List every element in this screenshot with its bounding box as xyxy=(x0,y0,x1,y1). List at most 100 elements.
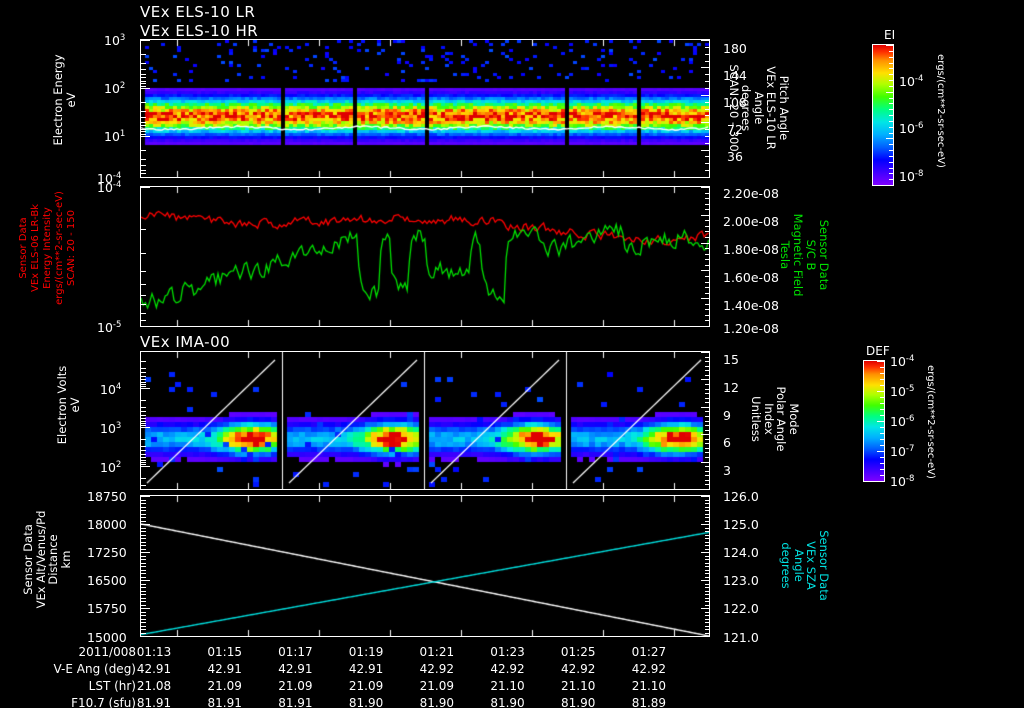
footer-ve-ang-1: 42.91 xyxy=(207,662,242,676)
panel1-ytick-1e1: 101 xyxy=(104,128,126,144)
panel4-ytick-17250: 17250 xyxy=(87,545,127,560)
panel4-rtick-123: 123.0 xyxy=(723,573,759,588)
panel4-ytick-18750: 18750 xyxy=(87,489,127,504)
panel1-rtick-144: 144 xyxy=(723,68,747,83)
panel4-rtick-121: 121.0 xyxy=(723,630,759,645)
footer-lst-7: 21.10 xyxy=(631,679,667,693)
colorbar-ei-tick-1em8: 10-8 xyxy=(899,168,924,184)
colorbar-ei-unit: ergs/(cm**2-sr-sec-eV) xyxy=(935,54,946,168)
footer-row-lst-label: LST (hr) xyxy=(88,679,136,693)
footer-ve-ang-0: 42.91 xyxy=(136,662,172,676)
colorbar-def-title: DEF xyxy=(866,344,890,358)
panel3-title: VEx IMA-00 xyxy=(140,333,231,351)
panel3-ytick-1e4: 104 xyxy=(100,381,122,397)
colorbar-def-tick-1em8: 10-8 xyxy=(890,473,915,489)
footer-lst-4: 21.09 xyxy=(419,679,454,693)
footer-ve-ang-7: 42.92 xyxy=(631,662,667,676)
footer-f107-6: 81.90 xyxy=(561,696,596,708)
panel2-rtick-200: 2.00e-08 xyxy=(723,214,779,229)
colorbar-ei-tick-1em6: 10-6 xyxy=(899,120,924,136)
footer-f107-4: 81.90 xyxy=(419,696,454,708)
panel4-ytick-15750: 15750 xyxy=(87,601,127,616)
panel1-rtick-36: 36 xyxy=(727,149,743,164)
panel1-ytick-1em4: 10-4 xyxy=(97,170,122,186)
panel4-ytick-15000: 15000 xyxy=(87,630,127,645)
footer-time-7: 01:27 xyxy=(631,645,667,659)
footer-row-date-label: 2011/008 xyxy=(78,645,137,659)
panel2-rtick-220: 2.20e-08 xyxy=(723,186,779,201)
footer-ve-ang-2: 42.91 xyxy=(278,662,313,676)
footer-f107-2: 81.91 xyxy=(278,696,313,708)
panel4-rtick-126: 126.0 xyxy=(723,489,759,504)
panel3-rtick-6: 6 xyxy=(723,435,731,450)
footer-time-0: 01:13 xyxy=(136,645,172,659)
panel3-right-axis-label: Mode Polar Angle Index Unitless xyxy=(749,386,802,452)
panel4-rtick-124: 124.0 xyxy=(723,545,759,560)
panel2-ytick-1em4: 10-4 xyxy=(97,179,122,195)
footer-time-6: 01:25 xyxy=(560,645,596,659)
footer-row-ve-ang-label: V-E Ang (deg) xyxy=(53,662,136,676)
panel1-title-line1: VEx ELS-10 LR xyxy=(140,3,256,21)
panel3-rtick-12: 12 xyxy=(723,380,739,395)
panel3-ytick-1e3: 103 xyxy=(100,420,122,436)
colorbar-def-tick-1em6: 10-6 xyxy=(890,413,915,429)
panel1-rtick-108: 108 xyxy=(723,95,747,110)
footer-lst-3: 21.09 xyxy=(348,679,384,693)
colorbar-ei-tick-1em4: 10-4 xyxy=(899,73,924,89)
panel3-rtick-15: 15 xyxy=(723,352,739,367)
footer-lst-2: 21.09 xyxy=(278,679,313,693)
panel2-rtick-140: 1.40e-08 xyxy=(723,298,779,313)
colorbar-def-tick-1em4: 10-4 xyxy=(890,353,915,369)
footer-ve-ang-5: 42.92 xyxy=(490,662,525,676)
colorbar-def-unit: ergs/(cm**2-sr-sec-eV) xyxy=(925,365,936,479)
footer-f107-1: 81.91 xyxy=(207,696,242,708)
footer-time-4: 01:21 xyxy=(419,645,455,659)
footer-lst-1: 21.09 xyxy=(207,679,242,693)
footer-f107-7: 81.89 xyxy=(631,696,667,708)
panel4-right-axis-label: Sensor Data VEx SZA Angle degrees xyxy=(779,530,832,601)
panel4-rtick-122: 122.0 xyxy=(723,601,759,616)
panel1-rtick-180: 180 xyxy=(723,41,747,56)
panel3-rtick-9: 9 xyxy=(723,408,731,423)
panel4-left-axis-label: Sensor Data VEx Alt/Venus/Pd Distance km xyxy=(21,510,73,609)
panel3-left-axis-label: Electron Volts eV xyxy=(55,365,82,445)
footer-row-f107-label: F10.7 (sfu) xyxy=(71,696,136,708)
panel1-plot-area xyxy=(140,39,710,178)
colorbar-ei-title: EI xyxy=(884,28,896,42)
footer-ve-ang-6: 42.92 xyxy=(561,662,596,676)
footer-time-1: 01:15 xyxy=(207,645,242,659)
panel1-ytick-1e3: 103 xyxy=(104,32,126,48)
panel1-title-line2: VEx ELS-10 HR xyxy=(140,22,259,40)
panel2-plot-area xyxy=(140,186,710,327)
footer-ve-ang-3: 42.91 xyxy=(348,662,384,676)
panel2-ytick-1em5: 10-5 xyxy=(97,319,122,335)
footer-f107-5: 81.90 xyxy=(490,696,525,708)
footer-f107-3: 81.90 xyxy=(348,696,384,708)
panel3-rtick-3: 3 xyxy=(723,463,731,478)
footer-time-2: 01:17 xyxy=(278,645,313,659)
panel3-ytick-1e2: 102 xyxy=(100,459,122,475)
panel2-rtick-120: 1.20e-08 xyxy=(723,321,779,336)
footer-lst-6: 21.10 xyxy=(561,679,596,693)
panel3-plot-area xyxy=(140,351,710,490)
footer-lst-5: 21.10 xyxy=(490,679,525,693)
panel4-ytick-16500: 16500 xyxy=(87,573,127,588)
footer-time-5: 01:23 xyxy=(490,645,525,659)
panel1-ytick-1e2: 102 xyxy=(104,80,126,96)
panel2-left-axis-label: Sensor Data VEx ELS-06 LR-Bk Energy Inte… xyxy=(18,191,77,305)
panel4-ytick-18000: 18000 xyxy=(87,517,127,532)
panel2-rtick-180: 1.80e-08 xyxy=(723,242,779,257)
footer-ve-ang-4: 42.92 xyxy=(419,662,454,676)
panel4-plot-area xyxy=(140,495,710,637)
panel2-rtick-160: 1.60e-08 xyxy=(723,270,779,285)
footer-f107-0: 81.91 xyxy=(136,696,172,708)
footer-time-3: 01:19 xyxy=(348,645,384,659)
panel2-right-axis-label: Sensor Data S/C B Magnetic Field Tesla xyxy=(778,213,831,297)
colorbar-def-tick-1em7: 10-7 xyxy=(890,443,915,459)
panel4-rtick-125: 125.0 xyxy=(723,517,759,532)
colorbar-def-tick-1em5: 10-5 xyxy=(890,383,915,399)
panel1-rtick-72: 72 xyxy=(727,122,743,137)
panel1-left-axis-label: Electron Energy eV xyxy=(51,54,78,146)
panel1-right-axis-label: Pitch Angle VEx ELS-10 LR Angle degrees … xyxy=(727,64,791,152)
